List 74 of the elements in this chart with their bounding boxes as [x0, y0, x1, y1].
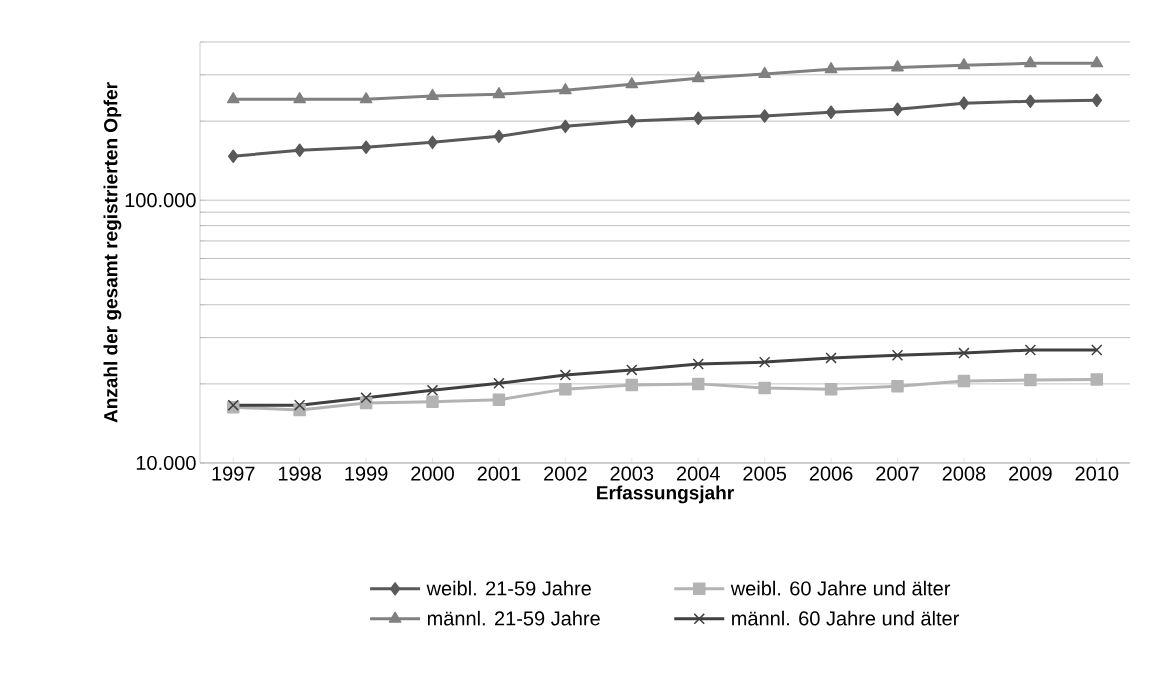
point: [891, 379, 904, 393]
y-axis-title: Anzahl der gesamt registrierten Opfer: [103, 82, 122, 423]
point: [692, 358, 704, 370]
x-tick-label: 2002: [544, 466, 587, 481]
point: [226, 92, 240, 104]
point: [958, 347, 970, 359]
x-tick-label: 2001: [477, 466, 521, 481]
point: [492, 393, 506, 407]
x-tick-label: 2000: [411, 466, 454, 481]
point: [891, 349, 904, 361]
point: [1091, 344, 1103, 356]
point: [1024, 373, 1037, 387]
point: [824, 382, 838, 396]
point: [958, 96, 970, 110]
point: [359, 92, 373, 104]
point: [759, 109, 770, 123]
legend-label: männl. 21-59 Jahre: [427, 610, 600, 626]
point: [493, 129, 505, 144]
x-tick-label: 2007: [876, 466, 919, 481]
point: [1090, 56, 1104, 68]
point: [626, 364, 638, 376]
point: [560, 119, 571, 134]
point: [559, 369, 572, 381]
point: [625, 378, 639, 392]
point: [891, 60, 904, 72]
point: [426, 395, 439, 409]
point: [360, 140, 372, 155]
point: [957, 58, 971, 70]
point: [957, 374, 971, 388]
point: [825, 105, 837, 120]
x-tick-label: 2003: [610, 466, 654, 481]
point: [758, 66, 772, 79]
point: [626, 114, 638, 128]
legend-label: weibl. 21-59 Jahre: [426, 580, 591, 596]
point: [1023, 56, 1037, 68]
point: [1025, 94, 1036, 108]
point: [426, 88, 439, 101]
point: [426, 384, 439, 397]
x-tick-label: 2010: [1075, 466, 1119, 481]
y-tick-label: 10.000: [136, 455, 196, 471]
point: [293, 399, 306, 411]
point: [1024, 344, 1037, 356]
point: [824, 62, 838, 74]
point: [559, 382, 572, 396]
point: [558, 83, 572, 95]
x-tick-label: 1998: [278, 466, 322, 481]
x-tick-label: 2009: [1009, 466, 1052, 481]
point: [493, 377, 505, 389]
point: [492, 87, 506, 99]
x-axis-title: Erfassungsjahr: [597, 485, 734, 504]
x-tick-label: 1999: [345, 466, 388, 481]
x-tick-label: 1997: [212, 466, 255, 481]
y-tick-label: 100.000: [125, 193, 196, 208]
x-tick-label: 2005: [743, 466, 787, 481]
point: [227, 149, 239, 163]
legend-label: weibl. 60 Jahre und älter: [730, 580, 951, 596]
x-tick-label: 2008: [942, 466, 986, 481]
point: [294, 143, 305, 157]
point: [692, 111, 704, 126]
point: [758, 356, 771, 368]
point: [758, 381, 771, 395]
point: [1091, 93, 1103, 108]
point: [427, 135, 438, 150]
x-tick-label: 2004: [676, 466, 720, 481]
point: [625, 77, 639, 89]
point: [825, 352, 837, 364]
point: [360, 392, 372, 404]
point: [1090, 373, 1104, 386]
legend-label: männl. 60 Jahre und älter: [732, 610, 960, 626]
x-tick-label: 2006: [809, 466, 853, 481]
point: [691, 377, 705, 391]
point: [892, 102, 903, 116]
point: [691, 71, 705, 83]
point: [293, 92, 307, 104]
